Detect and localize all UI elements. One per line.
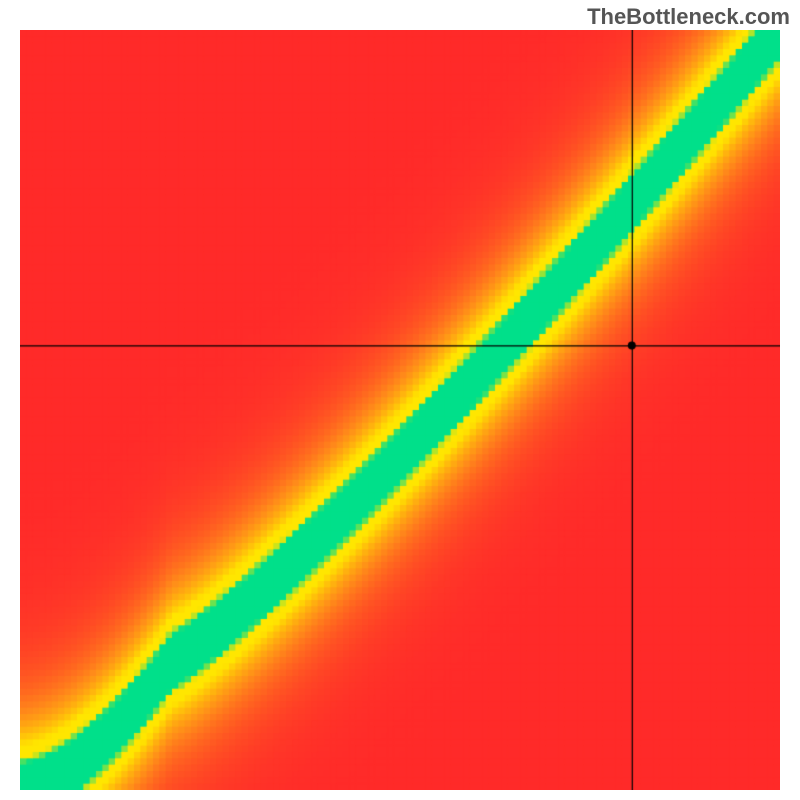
watermark-text: TheBottleneck.com	[587, 4, 790, 30]
heatmap-canvas	[20, 30, 780, 790]
heatmap-chart	[20, 30, 780, 790]
